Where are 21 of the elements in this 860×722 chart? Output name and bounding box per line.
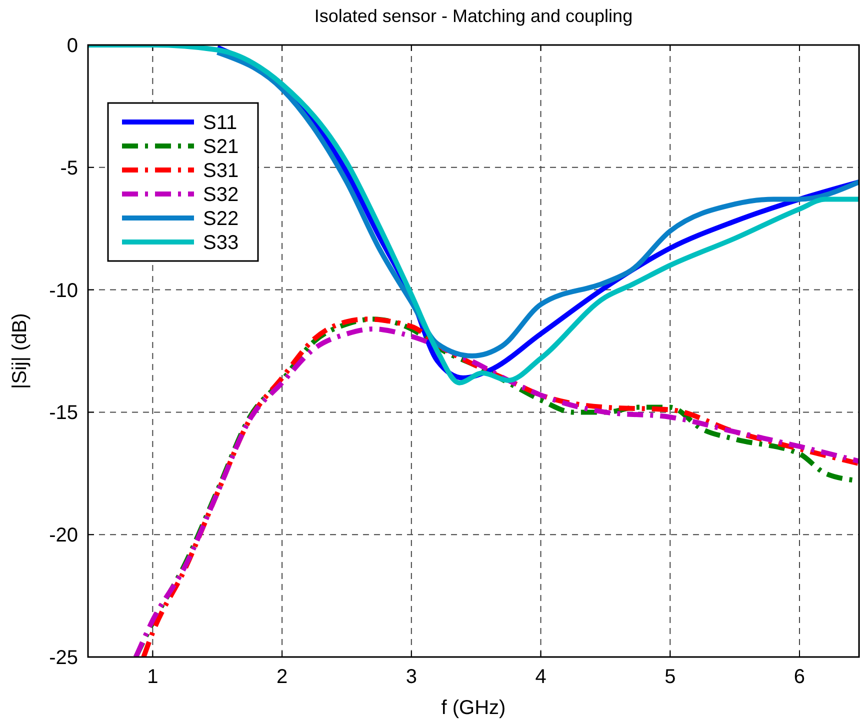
y-tick-label: 0: [66, 35, 78, 57]
x-tick-label: 1: [147, 666, 158, 688]
legend-label: S33: [203, 232, 239, 254]
chart-title: Isolated sensor - Matching and coupling: [314, 6, 633, 26]
y-tick-label: -10: [49, 280, 78, 302]
x-axis-title: f (GHz): [441, 697, 506, 719]
legend-label: S31: [203, 160, 239, 182]
x-tick-label: 3: [406, 666, 417, 688]
legend-label: S32: [203, 184, 239, 206]
legend-label: S22: [203, 208, 239, 230]
x-tick-label: 4: [535, 666, 546, 688]
y-tick-label: -5: [60, 157, 78, 180]
legend-label: S21: [203, 136, 239, 158]
x-tick-label: 6: [794, 666, 806, 688]
y-tick-label: -25: [49, 647, 78, 669]
y-tick-label: -15: [49, 402, 78, 424]
legend-label: S11: [203, 112, 238, 134]
y-tick-label: -20: [49, 524, 78, 547]
y-axis-title: |Sij| (dB): [9, 313, 31, 389]
x-tick-label: 2: [276, 666, 288, 688]
x-tick-label: 5: [664, 666, 676, 688]
